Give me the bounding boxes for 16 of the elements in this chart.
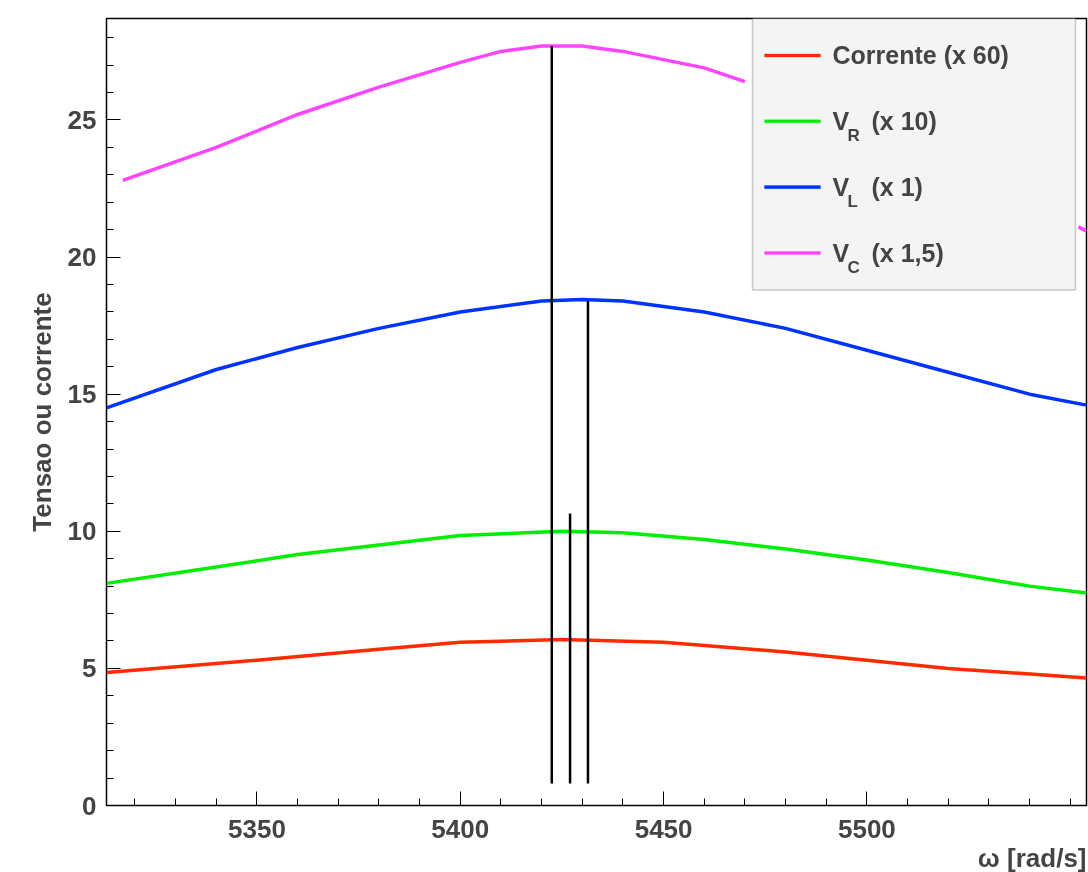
y-tick-label: 20 <box>67 242 97 273</box>
y-axis-title: Tensao ou corrente <box>26 292 57 532</box>
y-tick-label: 0 <box>82 790 97 821</box>
x-tick-label: 5350 <box>228 813 286 844</box>
x-tick-label: 5450 <box>634 813 693 844</box>
x-axis-title: ω [rad/s] <box>977 842 1087 872</box>
y-tick-label: 5 <box>82 653 97 684</box>
y-tick-label: 15 <box>67 379 97 410</box>
y-tick-label: 10 <box>67 516 97 547</box>
y-tick-label: 25 <box>67 104 97 135</box>
x-tick-label: 5500 <box>837 813 896 844</box>
line-series <box>106 297 1087 410</box>
x-tick-label: 5400 <box>431 813 490 844</box>
line-series <box>106 637 1087 680</box>
line-series <box>106 529 1087 595</box>
legend-label: Corrente (x 60) <box>832 41 1009 70</box>
